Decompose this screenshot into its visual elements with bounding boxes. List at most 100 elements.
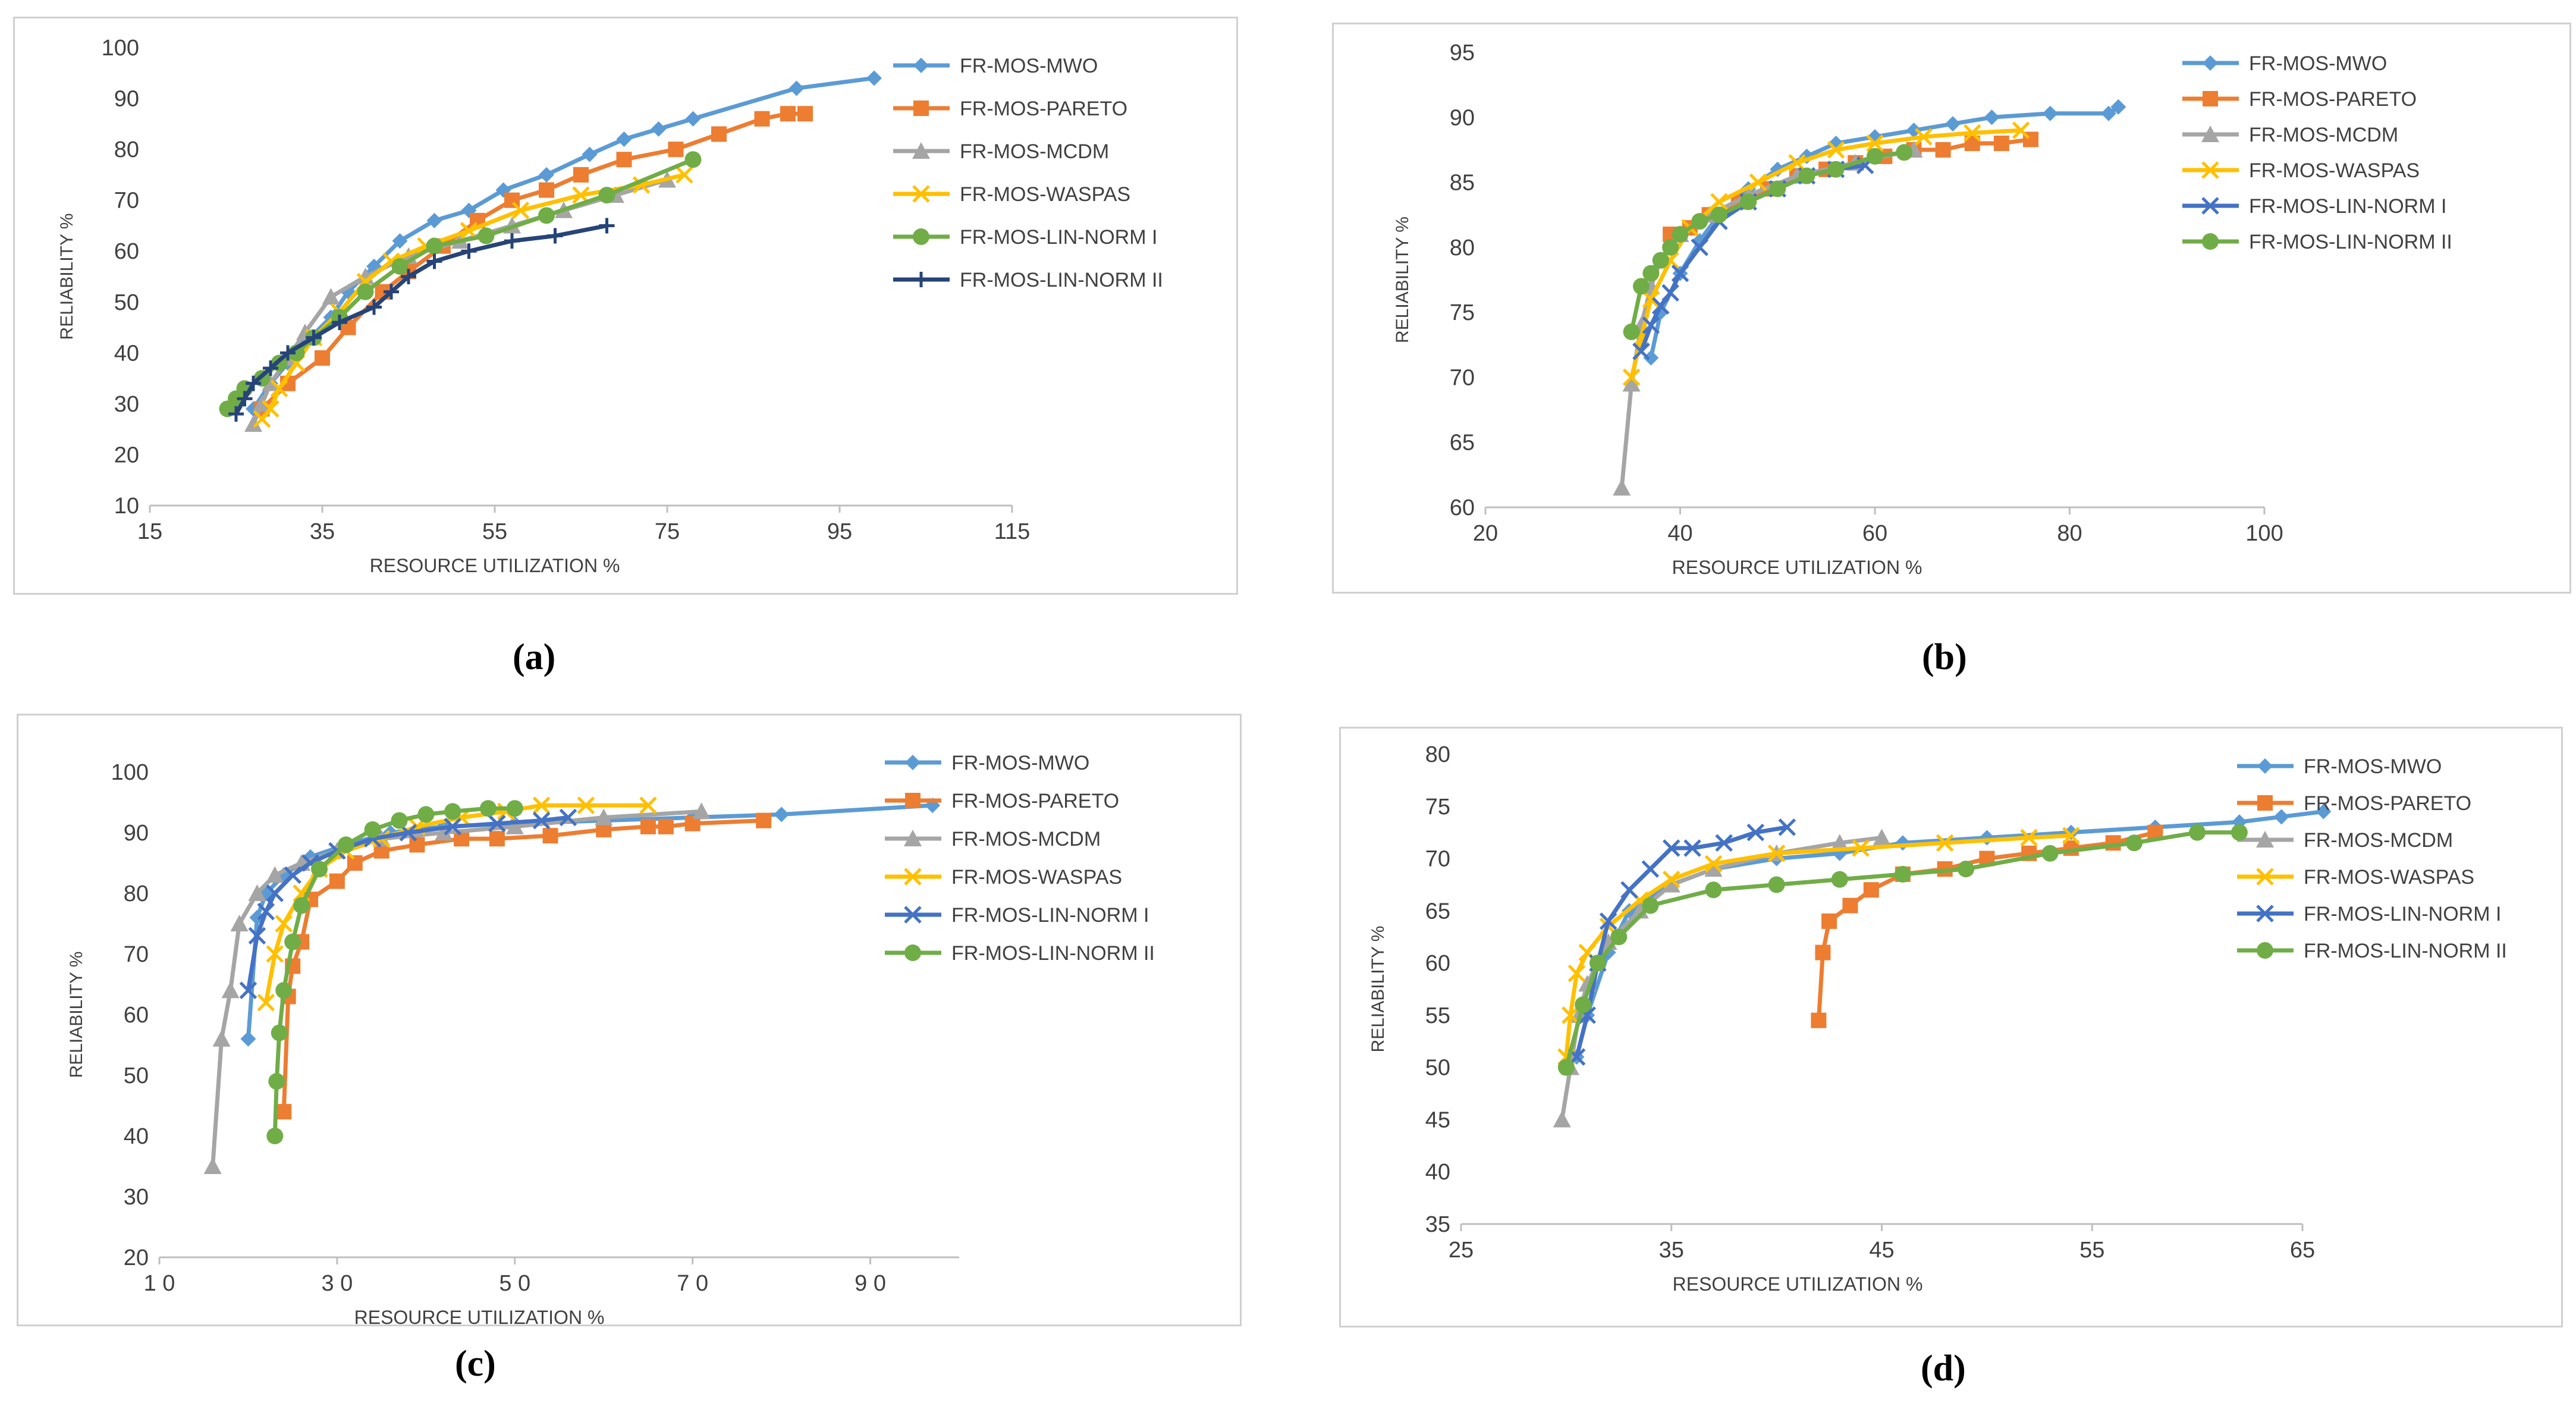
data-point (1589, 955, 1606, 972)
data-point (262, 400, 279, 418)
y-axis-title: RELIABILITY % (1368, 926, 1388, 1053)
data-point (1894, 865, 1911, 883)
data-point (1867, 147, 1883, 165)
y-tick-label: 60 (124, 1003, 149, 1028)
legend-label: FR-MOS-WASPAS (2249, 159, 2420, 182)
data-point (203, 1157, 222, 1174)
data-point (306, 329, 322, 346)
x-tick-label: 115 (994, 519, 1031, 544)
data-point (248, 884, 266, 901)
data-point (257, 902, 275, 921)
chart-b: 60 65 70 75 80 85 90 95 20 40 60 80 100 RESOURCE UTIL… (1393, 40, 2452, 578)
data-point (676, 166, 693, 184)
y-tick-label: 55 (1425, 1003, 1450, 1028)
series-fr-mos-mcdm (244, 171, 676, 432)
legend-item: FR-MOS-MCDM (2182, 124, 2398, 146)
series-fr-mos-lin-norm-ii (228, 218, 615, 422)
y-tick-label: 75 (1450, 300, 1475, 325)
data-point (248, 927, 266, 945)
data-point (384, 284, 399, 300)
series-line (1619, 147, 1915, 488)
data-point (599, 218, 615, 234)
data-point (263, 360, 278, 376)
y-tick-label: 95 (1450, 40, 1475, 65)
series-fr-mos-pareto (1811, 824, 2163, 1028)
y-tick-label: 30 (124, 1185, 149, 1210)
data-point (577, 796, 595, 814)
x-tick-label: 65 (2290, 1238, 2315, 1263)
legend-label: FR-MOS-MWO (2304, 755, 2442, 778)
data-point (668, 142, 684, 158)
legend-marker (2203, 91, 2218, 106)
y-tick-label: 65 (1425, 899, 1450, 924)
data-point (1770, 161, 1786, 177)
data-point (780, 106, 796, 122)
x-tick-label: 35 (310, 519, 335, 544)
x-tick-label: 1 0 (144, 1271, 175, 1296)
data-point (366, 299, 382, 315)
data-point (460, 222, 478, 240)
data-point (1852, 839, 1870, 857)
y-tick-label: 60 (114, 239, 139, 264)
y-tick-label: 70 (1425, 847, 1450, 872)
legend-item: FR-MOS-MCDM (893, 140, 1109, 163)
data-point (262, 374, 279, 391)
data-point (1749, 173, 1767, 192)
legend-marker (2257, 795, 2273, 811)
data-point (2012, 121, 2030, 139)
data-point (1767, 845, 1786, 862)
data-point (329, 873, 345, 889)
x-tick-label: 55 (2079, 1238, 2104, 1263)
legend-item: FR-MOS-LIN-NORM II (2237, 940, 2507, 962)
data-point (409, 837, 425, 853)
data-point (275, 915, 293, 933)
data-point (1620, 881, 1638, 899)
data-point (426, 212, 442, 228)
data-point (1711, 206, 1727, 224)
data-point (1788, 154, 1806, 172)
legend-item: FR-MOS-LIN-NORM I (885, 904, 1149, 927)
x-tick-label: 100 (2245, 521, 2283, 546)
data-point (539, 167, 554, 183)
data-point (1895, 835, 1911, 851)
x-tick-label: 5 0 (499, 1271, 530, 1296)
data-point (639, 796, 657, 814)
data-point (658, 818, 674, 834)
legend-label: FR-MOS-WASPAS (960, 183, 1130, 206)
chart-panel-a (13, 17, 1238, 595)
y-tick-label: 50 (114, 290, 139, 315)
data-point (2231, 824, 2248, 841)
legend-item: FR-MOS-PARETO (2237, 792, 2471, 815)
caption-d: (d) (1921, 1348, 1966, 1389)
data-point (228, 406, 244, 422)
data-point (1915, 128, 1933, 146)
caption-c: (c) (455, 1344, 496, 1384)
data-point (1866, 134, 1884, 152)
chart-panel-d (1339, 727, 2563, 1327)
y-tick-label: 20 (124, 1245, 149, 1270)
data-point (364, 821, 381, 838)
data-point (271, 1024, 288, 1041)
legend-item: FR-MOS-WASPAS (2237, 866, 2474, 889)
legend-item: FR-MOS-LIN-NORM II (2182, 231, 2452, 253)
data-point (1710, 193, 1728, 211)
data-point (435, 824, 453, 840)
series-line (260, 111, 805, 410)
data-point (357, 283, 374, 300)
data-point (1651, 297, 1670, 315)
data-point (293, 897, 310, 914)
data-point (239, 981, 257, 999)
legend-item: FR-MOS-WASPAS (893, 183, 1130, 206)
legend-marker (2257, 758, 2273, 774)
data-point (598, 187, 615, 204)
data-point (1821, 913, 1837, 929)
data-point (1575, 996, 1592, 1013)
legend-label: FR-MOS-LIN-NORM II (951, 942, 1155, 965)
data-point (1842, 897, 1858, 914)
data-point (347, 855, 363, 871)
data-point (1740, 193, 1757, 211)
data-point (1958, 861, 1974, 878)
data-point (595, 808, 613, 826)
legend-label: FR-MOS-LIN-NORM I (2304, 903, 2501, 925)
